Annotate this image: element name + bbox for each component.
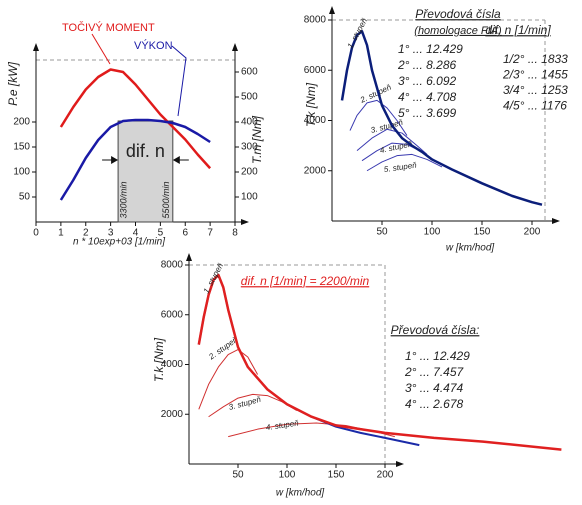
note-line: 4/5° ... 1176 — [503, 99, 567, 113]
x-tick-label: 0 — [33, 228, 39, 239]
note-line: 3° ... 6.092 — [398, 74, 456, 88]
series-line — [197, 273, 420, 447]
y-tick-label: 2000 — [161, 409, 184, 420]
y-tick-label: 50 — [19, 192, 31, 203]
x-axis-label: n * 10exp+03 [1/min] — [73, 237, 165, 248]
y2-tick-label: 300 — [241, 142, 258, 153]
x-tick-label: 2 — [83, 228, 89, 239]
highlight-band — [117, 120, 174, 223]
axis-arrow — [33, 43, 39, 51]
note-line: 4° ... 4.708 — [398, 90, 456, 104]
y-tick-label: 150 — [13, 142, 30, 153]
series-line — [198, 349, 259, 410]
x-tick-label: 8 — [232, 228, 238, 239]
y-tick-label: 8000 — [161, 260, 184, 271]
axis-arrow — [329, 6, 335, 14]
note-title: Převodová čísla: — [391, 323, 480, 337]
y-tick-label: 100 — [13, 167, 30, 178]
x-tick-label: 7 — [207, 228, 213, 239]
x-tick-label: 100 — [279, 470, 296, 481]
x-tick-label: 5 — [158, 228, 164, 239]
y2-tick-label: 200 — [241, 167, 258, 178]
y-tick-label: 8000 — [304, 15, 327, 26]
series-label: 1. stupeň — [202, 261, 226, 295]
note-line: 3/4° ... 1253 — [503, 83, 568, 97]
series-label: VÝKON — [134, 39, 173, 52]
x-tick-label: 200 — [524, 227, 541, 238]
y-tick-label: 6000 — [161, 309, 184, 320]
x-tick-label: 200 — [377, 470, 394, 481]
note-line: 1° ... 12.429 — [405, 349, 470, 363]
connector — [171, 45, 187, 117]
y2-tick-label: 500 — [241, 92, 258, 103]
x-tick-label: 4 — [133, 228, 139, 239]
x-axis-label: w [km/hod] — [446, 243, 495, 254]
note-line: 1° ... 12.429 — [398, 42, 463, 56]
y-axis-label: T.k [Nm] — [304, 82, 318, 127]
axis-arrow — [186, 253, 192, 261]
y-axis-label: T.k [Nm] — [152, 337, 166, 382]
y-tick-label: 4000 — [161, 359, 184, 370]
x-tick-label: 50 — [376, 227, 388, 238]
series-line — [59, 68, 212, 170]
arrow-head — [172, 156, 180, 164]
note-subtitle: (homologace FIA) — [414, 25, 502, 37]
series-line — [197, 273, 562, 451]
y2-tick-label: 400 — [241, 117, 258, 128]
y-tick-label: 6000 — [304, 65, 327, 76]
axis-arrow — [552, 218, 560, 224]
connector — [91, 33, 111, 65]
highlight-to: 5500/min — [161, 181, 171, 218]
axis-arrow — [241, 219, 249, 225]
x-axis-label: w [km/hod] — [276, 488, 325, 499]
series-line — [356, 128, 428, 155]
series-label: 4. stupeň — [265, 418, 299, 432]
note-line: 1/2° ... 1833 — [503, 52, 568, 66]
x-tick-label: 50 — [232, 470, 244, 481]
x-tick-label: 150 — [328, 470, 345, 481]
x-tick-label: 1 — [58, 228, 64, 239]
note-line: 2° ... 8.286 — [397, 58, 456, 72]
note-title: Převodová čísla — [415, 7, 501, 21]
series-line — [340, 30, 543, 206]
note-title: dif. n [1/min] — [485, 23, 551, 37]
x-tick-label: 100 — [424, 227, 441, 238]
note-line: 5° ... 3.699 — [398, 106, 456, 120]
series-line — [349, 99, 408, 136]
note-line: 4° ... 2.678 — [405, 397, 463, 411]
note-line: 3° ... 4.474 — [405, 381, 463, 395]
x-tick-label: 3 — [108, 228, 114, 239]
annotation: dif. n [1/min] = 2200/min — [241, 274, 370, 288]
series-label: TOČIVÝ MOMENT — [62, 21, 155, 34]
axis-arrow — [396, 461, 404, 467]
highlight-label: dif. n — [126, 141, 165, 161]
note-line: 2/3° ... 1455 — [502, 68, 568, 82]
series-line — [59, 118, 211, 201]
x-tick-label: 150 — [474, 227, 491, 238]
axis-arrow — [232, 43, 238, 51]
y-axis-label: P.e [kW] — [6, 61, 20, 105]
series-label: 3. stupeň — [228, 395, 263, 412]
y-tick-label: 200 — [13, 117, 30, 128]
y2-tick-label: 600 — [241, 67, 258, 78]
series-label: 5. stupeň — [383, 160, 417, 174]
x-tick-label: 6 — [182, 228, 188, 239]
y-tick-label: 2000 — [304, 165, 327, 176]
arrow-head — [111, 156, 119, 164]
highlight-from: 3300/min — [118, 181, 128, 218]
y2-axis-label: T.m [Nm] — [250, 115, 264, 164]
y2-tick-label: 100 — [241, 192, 258, 203]
series-line — [366, 153, 443, 172]
note-line: 2° ... 7.457 — [404, 365, 464, 379]
y-tick-label: 4000 — [304, 115, 327, 126]
